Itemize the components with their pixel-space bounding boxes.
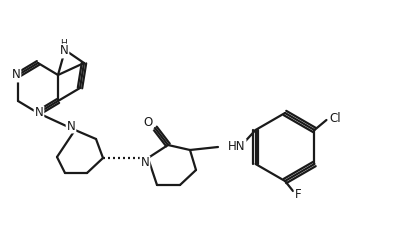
Text: N: N	[59, 45, 69, 58]
Text: N: N	[141, 157, 149, 169]
Text: F: F	[295, 187, 301, 200]
Text: Cl: Cl	[330, 112, 341, 124]
Text: H: H	[61, 39, 67, 48]
Text: O: O	[143, 117, 152, 130]
Text: HN: HN	[228, 140, 245, 153]
Text: N: N	[35, 106, 43, 119]
Text: N: N	[12, 68, 20, 81]
Text: N: N	[67, 119, 75, 133]
